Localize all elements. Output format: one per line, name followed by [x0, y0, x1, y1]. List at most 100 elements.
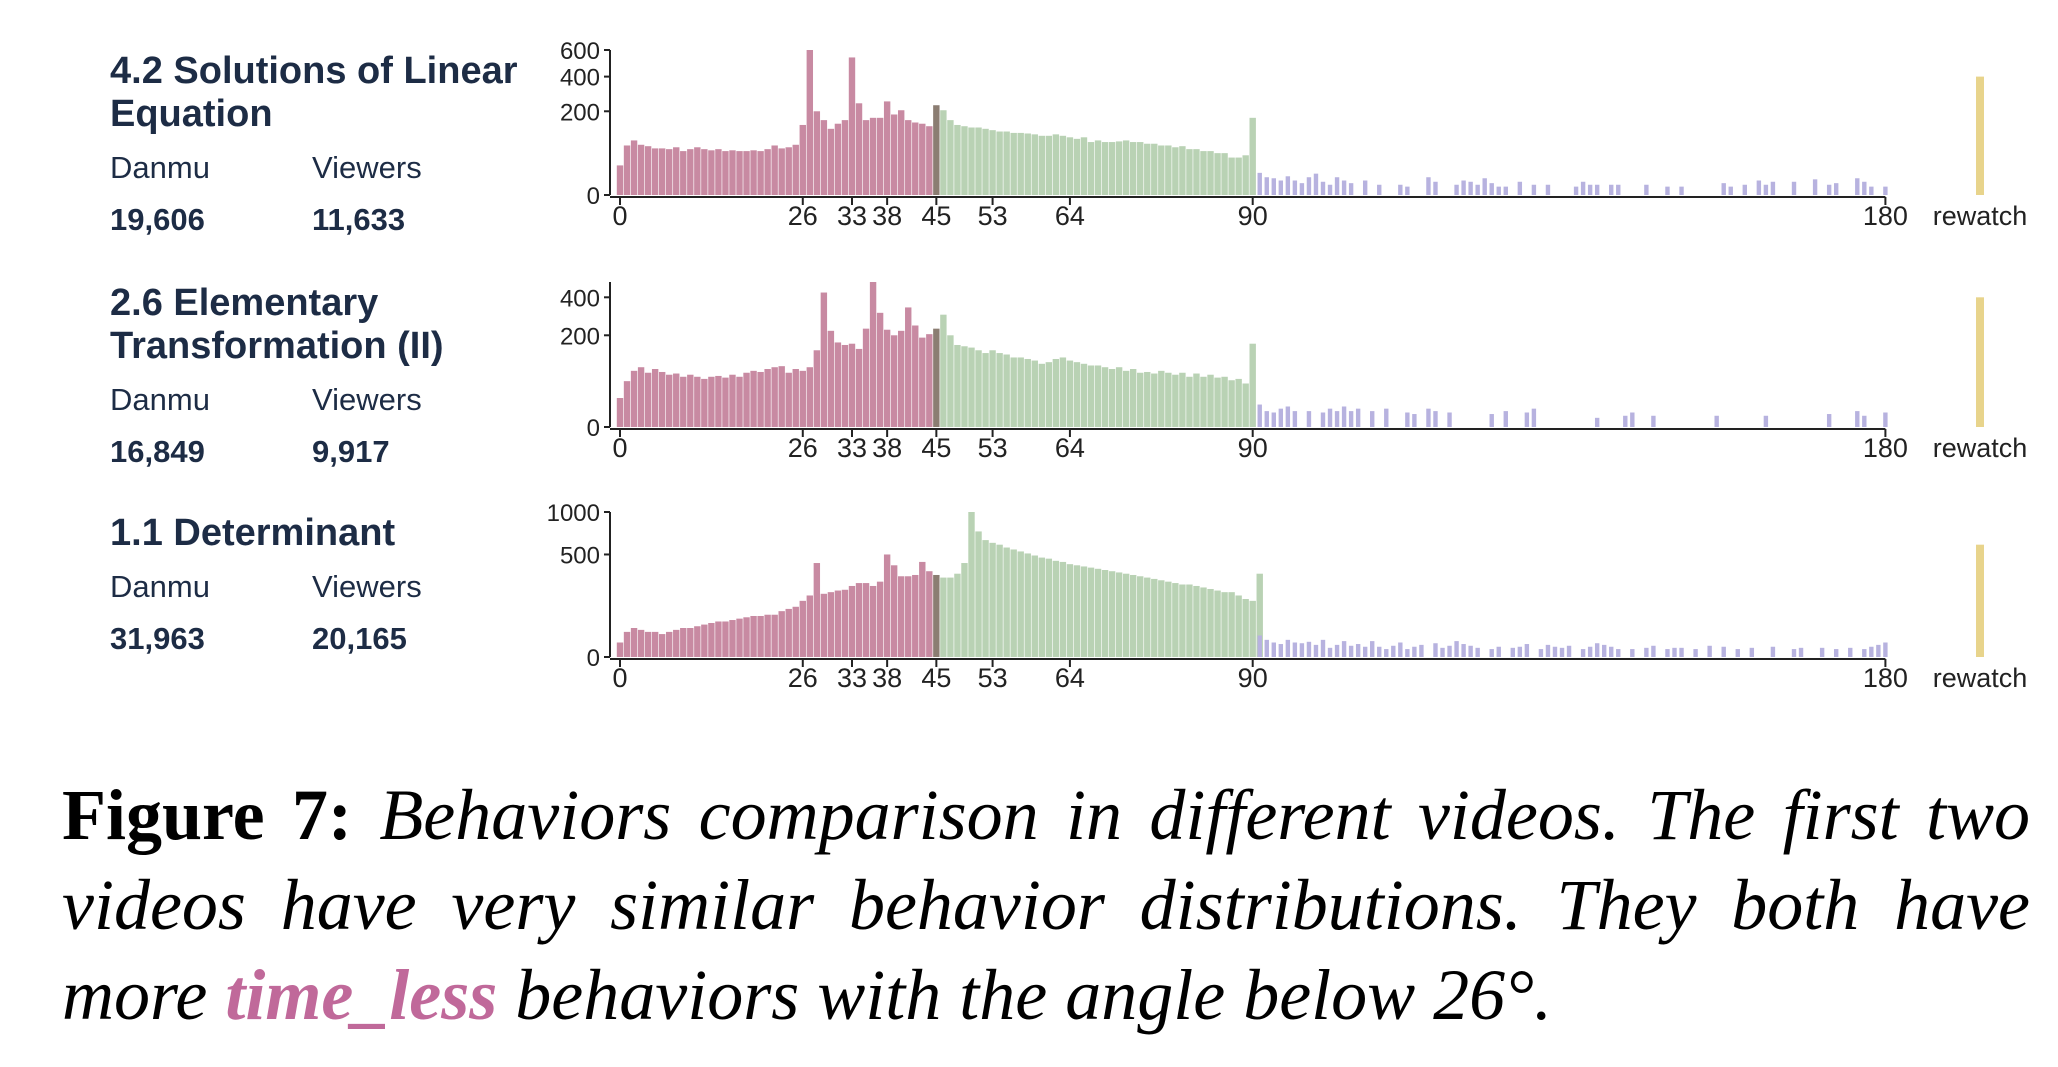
- bar: [1080, 363, 1088, 427]
- bar: [1066, 564, 1074, 657]
- x-tick-label: 53: [978, 433, 1008, 463]
- bar: [961, 346, 968, 427]
- bar: [1186, 376, 1193, 427]
- bar-over-90: [1447, 645, 1452, 657]
- x-tick-label: 90: [1238, 201, 1268, 231]
- bar-over-90: [1651, 645, 1656, 657]
- bar: [820, 120, 828, 195]
- bar: [792, 369, 799, 427]
- bar-over-90: [1594, 184, 1600, 195]
- bar: [1179, 584, 1186, 657]
- bar: [1122, 370, 1130, 427]
- bar: [862, 583, 870, 657]
- bar-over-90: [1285, 639, 1291, 657]
- bar-over-90: [1405, 186, 1410, 195]
- bar: [1228, 380, 1235, 427]
- bar: [982, 128, 989, 195]
- bar-over-90: [1384, 408, 1389, 427]
- bar-over-90: [1264, 177, 1269, 195]
- bar-over-90: [1348, 645, 1354, 657]
- bar: [630, 628, 638, 657]
- rewatch-bar: [1976, 297, 1984, 427]
- bar-over-90: [1348, 183, 1354, 195]
- bar-over-90: [1482, 178, 1487, 195]
- bar-over-90: [1869, 186, 1874, 195]
- bar: [708, 150, 715, 195]
- bar: [1242, 383, 1249, 427]
- bar: [912, 325, 919, 427]
- bar: [1038, 135, 1045, 195]
- bar: [975, 531, 982, 657]
- bar: [715, 149, 722, 195]
- bar: [862, 328, 870, 427]
- stat-values: 16,849 9,917: [110, 434, 570, 478]
- y-tick-label: 0: [587, 183, 600, 210]
- bar: [827, 592, 835, 657]
- bar: [1221, 376, 1228, 427]
- bar: [1151, 143, 1158, 195]
- bar: [785, 372, 792, 427]
- bar: [1137, 142, 1144, 195]
- bar-over-90: [1770, 646, 1776, 657]
- bar: [1066, 137, 1074, 195]
- bar: [975, 350, 982, 427]
- bar: [1038, 363, 1045, 427]
- bar: [919, 337, 926, 427]
- bar: [1101, 367, 1109, 427]
- y-tick-label: 400: [560, 65, 600, 92]
- bar-over-90: [1665, 186, 1670, 195]
- bar-over-90: [1355, 408, 1361, 427]
- bar-over-90: [1433, 181, 1438, 195]
- bar: [898, 330, 905, 427]
- bar-over-90: [1468, 645, 1473, 657]
- y-tick-label: 500: [560, 542, 600, 569]
- video-title: 4.2 Solutions of Linear Equation: [110, 50, 518, 135]
- bar-over-90: [1510, 647, 1516, 657]
- bar: [1031, 134, 1038, 195]
- x-tick-label: rewatch: [1933, 201, 2028, 231]
- bar-over-90: [1278, 180, 1284, 195]
- bar: [616, 165, 624, 195]
- bar-over-90: [1299, 183, 1305, 195]
- bar: [912, 574, 919, 657]
- x-tick-label: 53: [978, 201, 1008, 231]
- bar: [806, 367, 814, 427]
- bar: [757, 615, 764, 657]
- bar-over-90: [1531, 408, 1537, 427]
- bar-over-90: [1348, 411, 1354, 427]
- bar: [813, 350, 821, 427]
- bar: [1172, 583, 1179, 657]
- bar-over-90: [1833, 649, 1839, 657]
- bar-over-90: [1602, 644, 1607, 657]
- bar-over-90: [1538, 649, 1544, 657]
- bar: [736, 618, 743, 657]
- bar: [876, 312, 884, 427]
- bar: [623, 631, 631, 657]
- bar-over-90: [1271, 642, 1276, 657]
- bar: [694, 376, 701, 427]
- bar-over-90: [1327, 184, 1333, 195]
- bar: [1235, 595, 1242, 657]
- x-tick-label: 64: [1055, 201, 1085, 231]
- bar: [1024, 133, 1031, 195]
- bar: [1017, 132, 1024, 195]
- bar: [637, 367, 645, 427]
- bar: [820, 292, 828, 427]
- bar: [1129, 369, 1137, 427]
- stat-labels: Danmu Viewers: [110, 150, 570, 194]
- bar: [855, 583, 863, 657]
- bar: [729, 620, 736, 657]
- bar: [658, 148, 666, 195]
- bar-over-90: [1377, 184, 1382, 195]
- bar: [750, 150, 757, 195]
- stat-values: 19,606 11,633: [110, 202, 570, 246]
- bar-over-90: [1721, 646, 1726, 657]
- bar: [623, 381, 631, 427]
- figure-label: Figure 7:: [62, 775, 352, 855]
- bar-over-90: [1433, 411, 1438, 427]
- bar-over-90: [1742, 184, 1747, 195]
- bar: [722, 621, 729, 657]
- danmu-label: Danmu: [110, 382, 210, 417]
- bar-over-90: [1630, 649, 1635, 657]
- bar: [785, 147, 792, 195]
